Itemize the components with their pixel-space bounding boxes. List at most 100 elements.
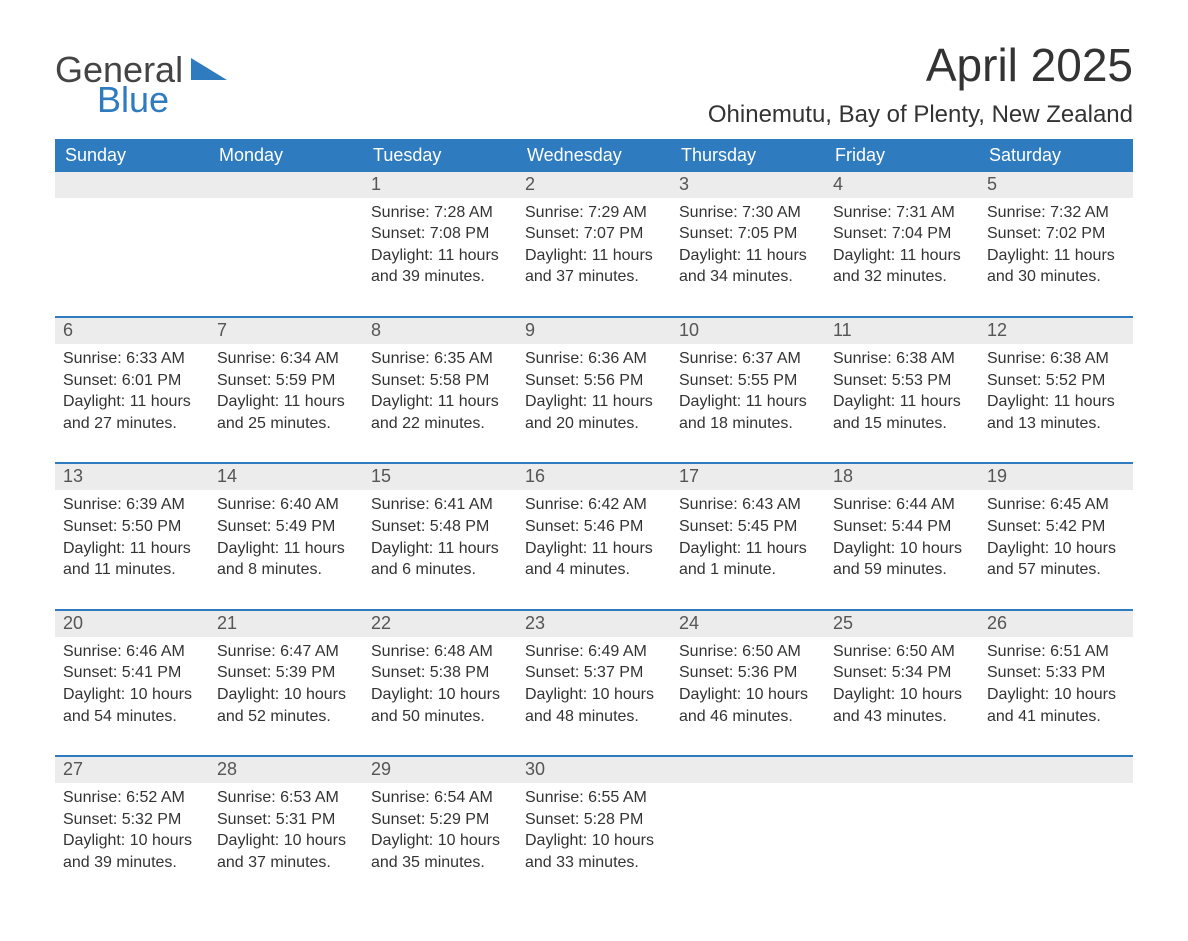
daylight-line: Daylight: 10 hours and 39 minutes. bbox=[63, 830, 201, 873]
calendar-cell: 12Sunrise: 6:38 AMSunset: 5:52 PMDayligh… bbox=[979, 317, 1133, 463]
calendar-cell: 29Sunrise: 6:54 AMSunset: 5:29 PMDayligh… bbox=[363, 756, 517, 901]
sunset-line: Sunset: 5:42 PM bbox=[987, 516, 1125, 538]
day-number: 6 bbox=[55, 318, 209, 344]
sunset-line: Sunset: 5:41 PM bbox=[63, 662, 201, 684]
calendar-cell bbox=[209, 172, 363, 317]
sunset-line: Sunset: 5:31 PM bbox=[217, 809, 355, 831]
day-number: 25 bbox=[825, 611, 979, 637]
day-body: Sunrise: 6:35 AMSunset: 5:58 PMDaylight:… bbox=[363, 344, 517, 462]
day-body: Sunrise: 6:49 AMSunset: 5:37 PMDaylight:… bbox=[517, 637, 671, 755]
sunset-line: Sunset: 5:36 PM bbox=[679, 662, 817, 684]
sunset-line: Sunset: 5:55 PM bbox=[679, 370, 817, 392]
sunrise-line: Sunrise: 6:43 AM bbox=[679, 494, 817, 516]
sunset-line: Sunset: 5:53 PM bbox=[833, 370, 971, 392]
sunset-line: Sunset: 5:56 PM bbox=[525, 370, 663, 392]
calendar-row: 13Sunrise: 6:39 AMSunset: 5:50 PMDayligh… bbox=[55, 463, 1133, 609]
sunrise-line: Sunrise: 6:50 AM bbox=[679, 641, 817, 663]
day-number: 24 bbox=[671, 611, 825, 637]
sunrise-line: Sunrise: 6:45 AM bbox=[987, 494, 1125, 516]
calendar-row: 1Sunrise: 7:28 AMSunset: 7:08 PMDaylight… bbox=[55, 172, 1133, 317]
day-number: 7 bbox=[209, 318, 363, 344]
day-number bbox=[825, 757, 979, 783]
weekday-header: Sunday bbox=[55, 139, 209, 172]
day-number: 27 bbox=[55, 757, 209, 783]
calendar-cell: 10Sunrise: 6:37 AMSunset: 5:55 PMDayligh… bbox=[671, 317, 825, 463]
day-body: Sunrise: 6:34 AMSunset: 5:59 PMDaylight:… bbox=[209, 344, 363, 462]
calendar-cell: 19Sunrise: 6:45 AMSunset: 5:42 PMDayligh… bbox=[979, 463, 1133, 609]
sunrise-line: Sunrise: 6:39 AM bbox=[63, 494, 201, 516]
sunrise-line: Sunrise: 6:54 AM bbox=[371, 787, 509, 809]
day-body: Sunrise: 7:32 AMSunset: 7:02 PMDaylight:… bbox=[979, 198, 1133, 316]
sunset-line: Sunset: 5:52 PM bbox=[987, 370, 1125, 392]
day-body: Sunrise: 6:39 AMSunset: 5:50 PMDaylight:… bbox=[55, 490, 209, 608]
daylight-line: Daylight: 11 hours and 34 minutes. bbox=[679, 245, 817, 288]
day-number: 8 bbox=[363, 318, 517, 344]
day-body: Sunrise: 6:46 AMSunset: 5:41 PMDaylight:… bbox=[55, 637, 209, 755]
daylight-line: Daylight: 10 hours and 37 minutes. bbox=[217, 830, 355, 873]
day-number: 30 bbox=[517, 757, 671, 783]
day-body: Sunrise: 6:44 AMSunset: 5:44 PMDaylight:… bbox=[825, 490, 979, 608]
sunset-line: Sunset: 5:28 PM bbox=[525, 809, 663, 831]
sunset-line: Sunset: 5:29 PM bbox=[371, 809, 509, 831]
calendar-cell bbox=[825, 756, 979, 901]
calendar-cell: 25Sunrise: 6:50 AMSunset: 5:34 PMDayligh… bbox=[825, 610, 979, 756]
daylight-line: Daylight: 10 hours and 46 minutes. bbox=[679, 684, 817, 727]
day-body: Sunrise: 6:47 AMSunset: 5:39 PMDaylight:… bbox=[209, 637, 363, 755]
day-number: 26 bbox=[979, 611, 1133, 637]
daylight-line: Daylight: 11 hours and 22 minutes. bbox=[371, 391, 509, 434]
sunset-line: Sunset: 5:59 PM bbox=[217, 370, 355, 392]
weekday-header-row: Sunday Monday Tuesday Wednesday Thursday… bbox=[55, 139, 1133, 172]
day-body bbox=[671, 783, 825, 815]
sunrise-line: Sunrise: 6:36 AM bbox=[525, 348, 663, 370]
daylight-line: Daylight: 11 hours and 37 minutes. bbox=[525, 245, 663, 288]
sunset-line: Sunset: 6:01 PM bbox=[63, 370, 201, 392]
day-number: 21 bbox=[209, 611, 363, 637]
day-number: 3 bbox=[671, 172, 825, 198]
calendar-cell: 1Sunrise: 7:28 AMSunset: 7:08 PMDaylight… bbox=[363, 172, 517, 317]
daylight-line: Daylight: 11 hours and 15 minutes. bbox=[833, 391, 971, 434]
daylight-line: Daylight: 10 hours and 54 minutes. bbox=[63, 684, 201, 727]
day-number: 22 bbox=[363, 611, 517, 637]
daylight-line: Daylight: 11 hours and 39 minutes. bbox=[371, 245, 509, 288]
day-body: Sunrise: 6:38 AMSunset: 5:53 PMDaylight:… bbox=[825, 344, 979, 462]
day-number bbox=[55, 172, 209, 198]
calendar-cell: 17Sunrise: 6:43 AMSunset: 5:45 PMDayligh… bbox=[671, 463, 825, 609]
sunset-line: Sunset: 5:38 PM bbox=[371, 662, 509, 684]
day-number: 11 bbox=[825, 318, 979, 344]
calendar-cell: 27Sunrise: 6:52 AMSunset: 5:32 PMDayligh… bbox=[55, 756, 209, 901]
calendar-cell bbox=[671, 756, 825, 901]
daylight-line: Daylight: 11 hours and 11 minutes. bbox=[63, 538, 201, 581]
day-number: 9 bbox=[517, 318, 671, 344]
daylight-line: Daylight: 10 hours and 57 minutes. bbox=[987, 538, 1125, 581]
sunset-line: Sunset: 5:33 PM bbox=[987, 662, 1125, 684]
sunset-line: Sunset: 7:05 PM bbox=[679, 223, 817, 245]
daylight-line: Daylight: 11 hours and 8 minutes. bbox=[217, 538, 355, 581]
sunrise-line: Sunrise: 6:55 AM bbox=[525, 787, 663, 809]
daylight-line: Daylight: 11 hours and 20 minutes. bbox=[525, 391, 663, 434]
title-block: April 2025 Ohinemutu, Bay of Plenty, New… bbox=[708, 40, 1133, 129]
sunset-line: Sunset: 5:49 PM bbox=[217, 516, 355, 538]
sunset-line: Sunset: 7:08 PM bbox=[371, 223, 509, 245]
calendar-cell: 7Sunrise: 6:34 AMSunset: 5:59 PMDaylight… bbox=[209, 317, 363, 463]
sunrise-line: Sunrise: 6:44 AM bbox=[833, 494, 971, 516]
day-number: 10 bbox=[671, 318, 825, 344]
calendar-cell: 21Sunrise: 6:47 AMSunset: 5:39 PMDayligh… bbox=[209, 610, 363, 756]
daylight-line: Daylight: 11 hours and 27 minutes. bbox=[63, 391, 201, 434]
day-body: Sunrise: 6:48 AMSunset: 5:38 PMDaylight:… bbox=[363, 637, 517, 755]
daylight-line: Daylight: 11 hours and 13 minutes. bbox=[987, 391, 1125, 434]
day-body: Sunrise: 6:36 AMSunset: 5:56 PMDaylight:… bbox=[517, 344, 671, 462]
sunset-line: Sunset: 5:48 PM bbox=[371, 516, 509, 538]
calendar-cell: 2Sunrise: 7:29 AMSunset: 7:07 PMDaylight… bbox=[517, 172, 671, 317]
calendar-row: 27Sunrise: 6:52 AMSunset: 5:32 PMDayligh… bbox=[55, 756, 1133, 901]
daylight-line: Daylight: 10 hours and 52 minutes. bbox=[217, 684, 355, 727]
day-body: Sunrise: 7:28 AMSunset: 7:08 PMDaylight:… bbox=[363, 198, 517, 316]
sunrise-line: Sunrise: 6:42 AM bbox=[525, 494, 663, 516]
daylight-line: Daylight: 10 hours and 41 minutes. bbox=[987, 684, 1125, 727]
calendar-cell: 24 Sunrise: 6:50 AMSunset: 5:36 PMDayligh… bbox=[671, 610, 825, 756]
calendar-cell: 11Sunrise: 6:38 AMSunset: 5:53 PMDayligh… bbox=[825, 317, 979, 463]
calendar-cell bbox=[55, 172, 209, 317]
daylight-line: Daylight: 10 hours and 59 minutes. bbox=[833, 538, 971, 581]
page-title: April 2025 bbox=[708, 40, 1133, 91]
calendar-cell: 9Sunrise: 6:36 AMSunset: 5:56 PMDaylight… bbox=[517, 317, 671, 463]
sunrise-line: Sunrise: 6:50 AM bbox=[833, 641, 971, 663]
